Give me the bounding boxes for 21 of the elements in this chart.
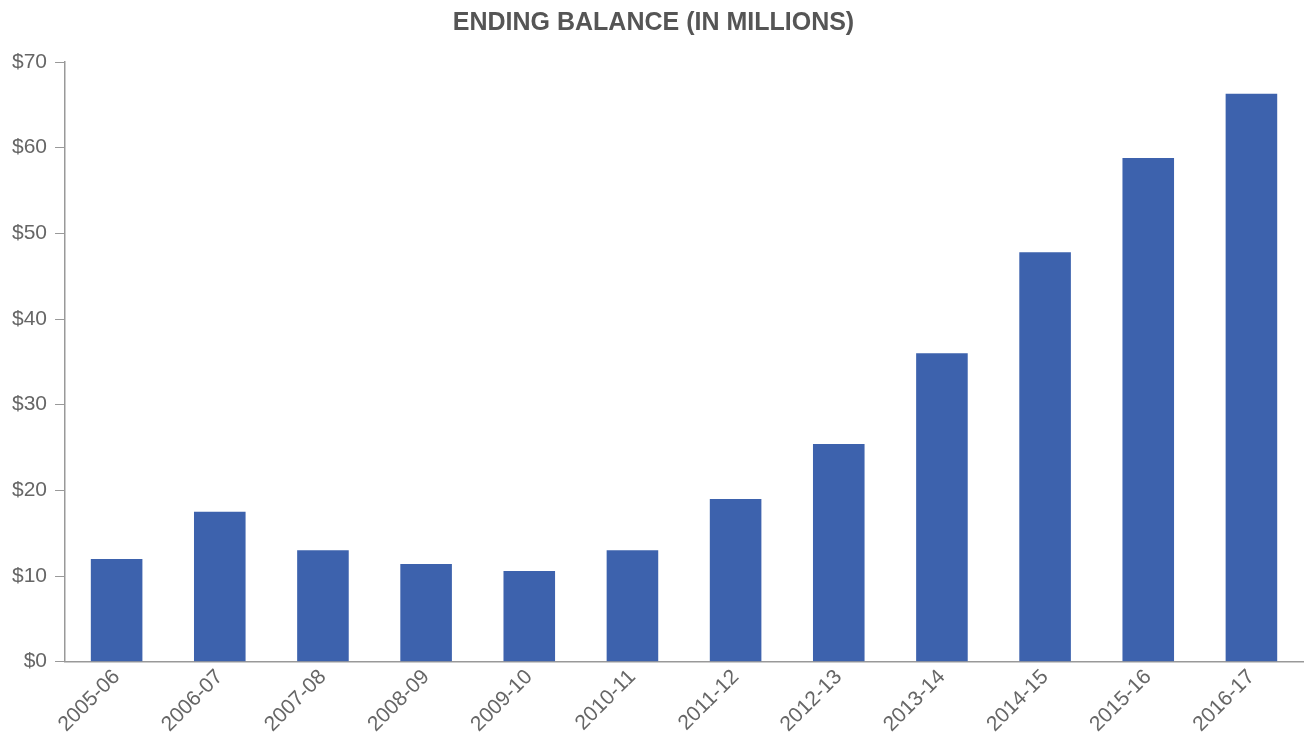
y-tick-label: $40 [11, 305, 48, 329]
bar [400, 564, 452, 662]
y-tick-label: $30 [11, 391, 48, 415]
bar [1225, 93, 1278, 662]
bar [297, 550, 349, 662]
bar [90, 558, 143, 662]
bar [916, 353, 968, 662]
bar [1122, 157, 1175, 662]
chart-title: ENDING BALANCE (IN MILLIONS) [452, 6, 855, 35]
bar [193, 511, 246, 662]
bar [812, 444, 865, 662]
y-tick-label: $60 [11, 134, 48, 158]
y-tick-label: $20 [11, 477, 48, 501]
bar [709, 498, 762, 662]
y-tick-label: $50 [11, 220, 48, 244]
y-tick-label: $0 [23, 648, 48, 672]
y-tick-label: $10 [11, 562, 48, 586]
y-tick-label: $70 [11, 48, 48, 72]
bar [503, 570, 556, 662]
bar [606, 550, 659, 662]
bar [1019, 252, 1071, 662]
